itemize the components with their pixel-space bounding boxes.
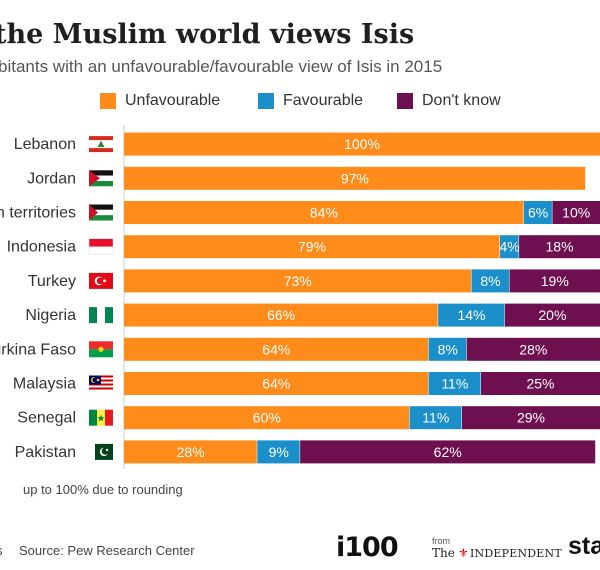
data-label-unfavourable-indonesia: 79%: [298, 239, 326, 255]
legend-label-favourable: Favourable: [283, 92, 364, 109]
independent-eagle-icon: ⚜: [458, 546, 469, 560]
data-label-don-t-know-n-territories: 10%: [562, 205, 590, 221]
data-label-don-t-know-nigeria: 20%: [538, 307, 566, 323]
bar-unfavourable-lebanon: [124, 132, 600, 156]
data-label-don-t-know-malaysia: 25%: [526, 376, 554, 392]
indonesia-flag-icon: [88, 238, 114, 255]
independent-the-text: The: [432, 546, 455, 560]
jordan-flag-icon: [89, 170, 113, 187]
data-label-unfavourable-malaysia: 64%: [262, 376, 290, 392]
bar-favourable-senegal: [409, 406, 462, 430]
bar-unfavourable-malaysia: [124, 372, 429, 395]
bar-unfavourable-turkey: [124, 269, 472, 293]
lebanon-flag-icon: [89, 136, 113, 153]
category-label-turkey: Turkey: [28, 273, 76, 290]
legend-item-favourable: Favourable: [258, 92, 363, 110]
bar-don-t-know-turkey: [509, 269, 600, 293]
chart-subtitle: bitants with an unfavourable/favourable …: [0, 57, 443, 76]
data-label-favourable-pakistan: 9%: [269, 444, 289, 460]
bar-don-t-know-indonesia: [519, 235, 600, 259]
chart-plot-area: Lebanon 100% Jordan 97% n territories 84% 6% 10…: [0, 125, 600, 469]
data-label-don-t-know-urkina-faso: 28%: [519, 341, 547, 357]
data-label-favourable-turkey: 8%: [480, 273, 500, 289]
data-label-unfavourable-turkey: 73%: [284, 273, 312, 289]
bar-unfavourable-jordan: [124, 166, 586, 190]
data-label-don-t-know-pakistan: 62%: [434, 444, 462, 460]
bar-don-t-know-malaysia: [481, 372, 600, 395]
bar-don-t-know-pakistan: [300, 440, 596, 464]
i100-logo: i100: [336, 532, 399, 563]
data-label-favourable-urkina-faso: 8%: [438, 341, 458, 357]
data-label-favourable-senegal: 11%: [422, 410, 449, 426]
data-label-favourable-nigeria: 14%: [457, 307, 485, 323]
bar-favourable-n-territories: [523, 201, 553, 224]
bar-unfavourable-indonesia: [124, 235, 501, 259]
data-label-don-t-know-senegal: 29%: [517, 410, 545, 426]
category-label-n-territories: n territories: [0, 205, 76, 222]
category-label-nigeria: Nigeria: [25, 307, 76, 324]
category-label-pakistan: Pakistan: [15, 444, 76, 461]
burkina-faso-flag-icon: [89, 341, 113, 358]
source-text: Source: Pew Research Center: [19, 543, 195, 558]
bar-don-t-know-nigeria: [504, 303, 600, 327]
palestine-flag-icon: [89, 204, 113, 221]
data-label-unfavourable-senegal: 60%: [253, 410, 281, 426]
bar-don-t-know-urkina-faso: [466, 337, 600, 361]
nigeria-flag-icon: [89, 307, 113, 324]
category-label-lebanon: Lebanon: [14, 136, 76, 153]
legend-swatch-favourable: [258, 93, 274, 109]
data-label-unfavourable-nigeria: 66%: [267, 307, 295, 323]
legend: Unfavourable Favourable Don't know: [0, 92, 600, 116]
legend-swatch-unfavourable: [100, 93, 116, 109]
bar-favourable-turkey: [471, 269, 510, 293]
legend-item-unfavourable: Unfavourable: [100, 92, 220, 110]
bar-don-t-know-n-territories: [552, 201, 600, 224]
category-label-urkina-faso: urkina Faso: [0, 341, 76, 358]
bar-unfavourable-urkina-faso: [124, 337, 429, 361]
data-label-unfavourable-urkina-faso: 64%: [262, 341, 290, 357]
footnote: up to 100% due to rounding: [23, 482, 183, 497]
chart-title: the Muslim world views Isis: [0, 19, 415, 50]
category-label-senegal: Senegal: [17, 410, 76, 427]
independent-logo: from The ⚜ INDEPENDENT: [432, 536, 562, 566]
data-label-favourable-n-territories: 6%: [528, 205, 548, 221]
legend-swatch-dont-know: [397, 93, 413, 109]
category-label-malaysia: Malaysia: [13, 376, 76, 393]
pakistan-flag-icon: [89, 443, 113, 460]
data-label-favourable-indonesia: 4%: [499, 239, 519, 255]
data-label-favourable-malaysia: 11%: [441, 376, 468, 392]
bar-unfavourable-senegal: [124, 406, 410, 430]
bar-favourable-malaysia: [428, 372, 481, 395]
legend-item-dont-know: Don't know: [397, 92, 501, 110]
bar-favourable-urkina-faso: [428, 337, 467, 361]
legend-label-unfavourable: Unfavourable: [125, 92, 221, 109]
data-label-unfavourable-jordan: 97%: [341, 170, 369, 186]
category-label-indonesia: Indonesia: [7, 239, 76, 256]
legend-label-dont-know: Don't know: [422, 92, 501, 109]
bar-favourable-indonesia: [500, 235, 520, 259]
bar-favourable-pakistan: [257, 440, 301, 464]
independent-name-text: INDEPENDENT: [470, 547, 562, 560]
statista-logo: sta: [568, 532, 600, 560]
bar-don-t-know-senegal: [461, 406, 600, 430]
data-label-unfavourable-pakistan: 28%: [177, 444, 205, 460]
bar-favourable-nigeria: [438, 303, 505, 327]
bar-unfavourable-pakistan: [124, 440, 258, 464]
bar-unfavourable-n-territories: [124, 201, 524, 224]
independent-from-text: from: [432, 536, 450, 546]
data-label-unfavourable-n-territories: 84%: [310, 205, 338, 221]
source-stub: s: [0, 543, 3, 558]
bar-unfavourable-nigeria: [124, 303, 439, 327]
malaysia-flag-icon: [89, 375, 113, 392]
data-label-don-t-know-indonesia: 18%: [546, 239, 574, 255]
data-label-unfavourable-lebanon: 100%: [344, 136, 380, 152]
senegal-flag-icon: [89, 409, 113, 426]
turkey-flag-icon: [89, 272, 113, 289]
data-label-don-t-know-turkey: 19%: [541, 273, 569, 289]
category-label-jordan: Jordan: [27, 170, 76, 187]
